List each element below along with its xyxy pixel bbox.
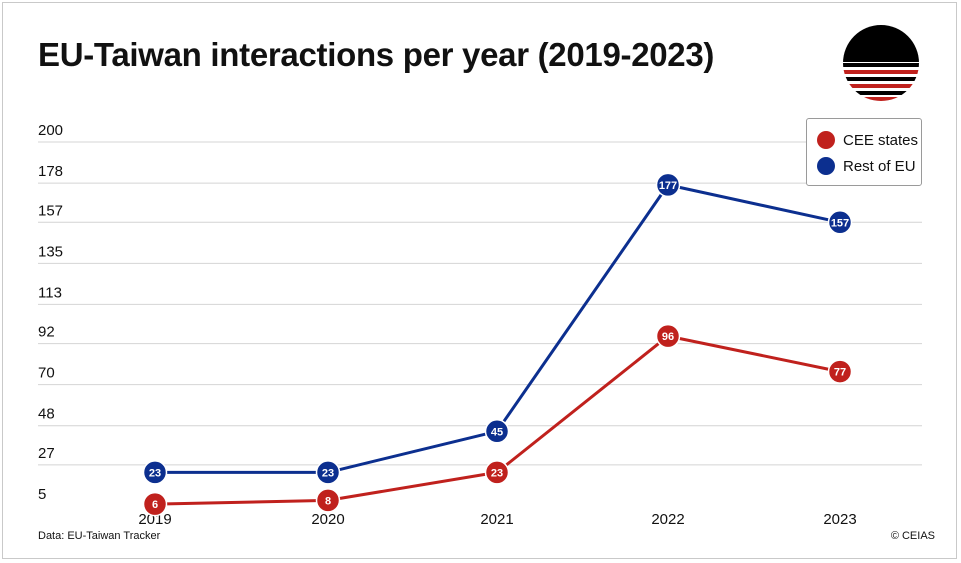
x-tick-label: 2019 (138, 511, 171, 528)
data-label: 23 (149, 467, 161, 479)
data-point (315, 460, 341, 485)
series-lines (154, 183, 841, 506)
y-tick-label: 157 (38, 202, 63, 219)
data-label: 6 (152, 499, 158, 511)
data-point (655, 172, 681, 198)
data-label: 177 (659, 180, 677, 192)
x-axis-ticks: 2019 2020 2021 2022 2023 (138, 511, 856, 528)
data-point (315, 488, 341, 513)
y-tick-label: 200 (38, 122, 63, 139)
legend-marker-cee (817, 131, 835, 149)
data-point (827, 359, 853, 384)
source-note: Data: EU-Taiwan Tracker (38, 530, 161, 542)
data-point (827, 210, 853, 235)
x-tick-label: 2022 (651, 511, 684, 528)
legend-item-cee: CEE states (817, 129, 918, 151)
legend-label-rest: Rest of EU (843, 157, 916, 175)
x-tick-label: 2021 (480, 511, 513, 528)
y-tick-label: 135 (38, 243, 63, 260)
legend-marker-rest (817, 157, 835, 175)
legend-item-rest: Rest of EU (817, 155, 916, 177)
data-label: 45 (491, 426, 503, 438)
data-point (142, 460, 168, 485)
y-axis-ticks: 5 27 48 70 92 113 135 157 178 200 (38, 122, 63, 503)
data-point (484, 419, 510, 444)
data-point (655, 323, 681, 349)
data-label: 77 (834, 367, 846, 379)
y-tick-label: 178 (38, 163, 63, 180)
ceias-logo-icon (843, 25, 919, 101)
data-label: 8 (325, 495, 331, 507)
legend-label-cee: CEE states (843, 131, 919, 149)
data-label: 96 (662, 331, 674, 343)
y-tick-label: 48 (38, 406, 55, 423)
data-point (484, 460, 510, 485)
data-points: 6 8 23 96 77 23 23 45 177 157 (142, 172, 853, 517)
y-tick-label: 92 (38, 324, 55, 341)
x-tick-label: 2020 (311, 511, 344, 528)
y-tick-label: 70 (38, 365, 55, 382)
y-tick-label: 5 (38, 486, 46, 503)
chart-legend: CEE states Rest of EU (806, 118, 922, 186)
x-tick-label: 2023 (823, 511, 856, 528)
y-tick-label: 113 (38, 284, 62, 301)
y-tick-label: 27 (38, 445, 55, 462)
data-label: 23 (322, 467, 334, 479)
data-label: 157 (831, 217, 849, 229)
credit-note: © CEIAS (890, 530, 935, 542)
data-label: 23 (491, 467, 503, 479)
data-point (142, 491, 168, 517)
gridlines (38, 141, 922, 466)
chart-title: EU-Taiwan interactions per year (2019-20… (38, 36, 715, 73)
